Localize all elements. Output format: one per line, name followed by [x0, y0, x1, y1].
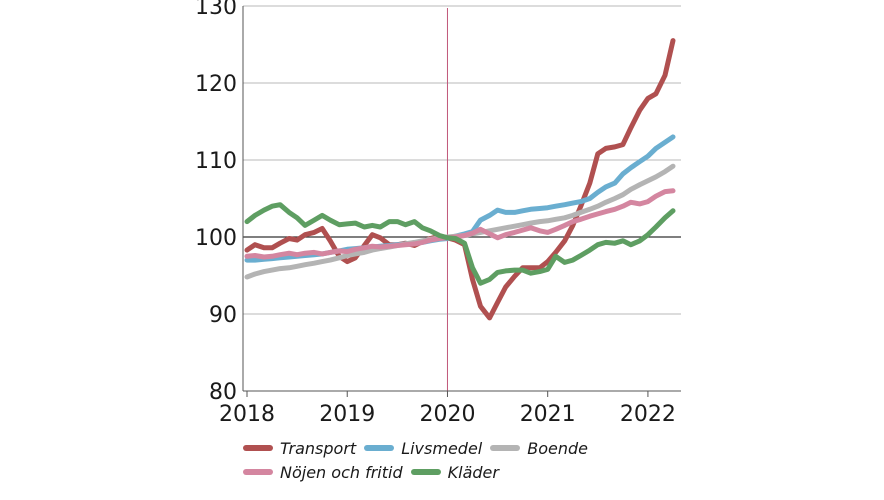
x-tick-label-2018: 2018	[219, 402, 275, 427]
y-tick-label-110: 110	[195, 149, 237, 174]
legend-item-klader: Kläder	[410, 462, 499, 482]
y-tick-label-120: 120	[195, 72, 237, 97]
y-tick-label-90: 90	[209, 303, 237, 328]
legend-swatch-livsmedel	[364, 445, 395, 451]
series-line-kl-der	[244, 202, 676, 286]
x-tick-labels: 2018 2019 2020 2021 2022	[219, 402, 676, 427]
legend-label-boende: Boende	[527, 438, 588, 458]
legend-label-livsmedel: Livsmedel	[401, 438, 483, 458]
series-line-n-jen-och-fritid	[244, 188, 676, 260]
legend-item-boende: Boende	[490, 439, 588, 458]
x-tick-label-2021: 2021	[520, 402, 576, 427]
legend-label-transport: Transport	[280, 438, 357, 458]
x-tick-label-2019: 2019	[319, 402, 375, 427]
x-tick-label-2020: 2020	[419, 402, 475, 427]
legend-row-2: Nöjen och fritid Kläder	[243, 460, 663, 484]
y-tick-label-130: 130	[195, 0, 237, 20]
series-lines	[244, 38, 676, 321]
y-tick-label-80: 80	[209, 380, 237, 405]
y-tick-label-100: 100	[195, 226, 237, 251]
legend-swatch-nojen-och-fritid	[243, 469, 273, 475]
legend-item-nojen-och-fritid: Nöjen och fritid	[243, 463, 403, 482]
legend-label-klader: Kläder	[447, 462, 499, 482]
legend-item-transport: Transport	[243, 439, 356, 458]
legend-item-livsmedel: Livsmedel	[364, 439, 482, 458]
legend-swatch-transport	[243, 445, 273, 451]
x-tick-label-2022: 2022	[620, 402, 676, 427]
y-tick-labels: 80 90 100 110 120 130	[195, 0, 237, 405]
legend-row-1: Transport Livsmedel Boende	[243, 436, 663, 460]
series-line-transport	[244, 38, 676, 321]
axes	[242, 6, 681, 397]
legend-swatch-klader	[410, 469, 441, 475]
legend-label-nojen-och-fritid: Nöjen och fritid	[280, 462, 403, 482]
legend: Transport Livsmedel Boende Nöjen och fri…	[243, 436, 663, 484]
legend-swatch-boende	[490, 445, 521, 451]
